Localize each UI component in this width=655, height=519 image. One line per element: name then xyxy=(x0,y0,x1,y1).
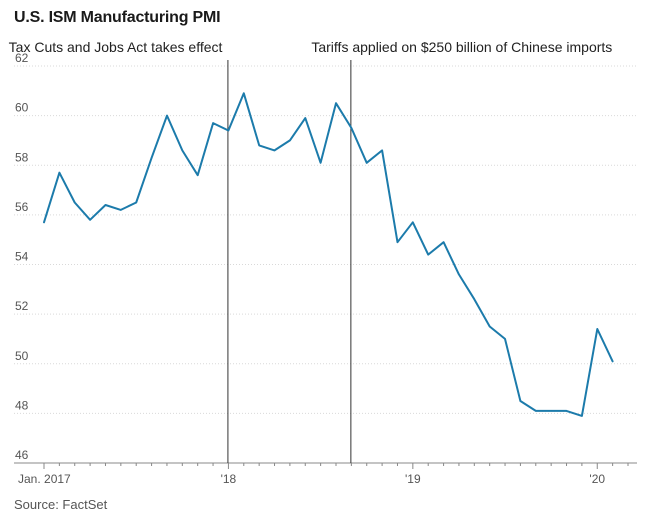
y-tick-label: 56 xyxy=(15,200,29,214)
annotation-label-tax-cuts: Tax Cuts and Jobs Act takes effect xyxy=(9,39,223,55)
y-tick-label: 58 xyxy=(15,150,29,164)
annotation-label-tariffs: Tariffs applied on $250 billion of Chine… xyxy=(311,39,612,55)
y-tick-label: 54 xyxy=(15,250,29,264)
x-tick-label: '19 xyxy=(405,472,421,486)
chart-title: U.S. ISM Manufacturing PMI xyxy=(14,9,221,26)
x-tick-label: '18 xyxy=(221,472,237,486)
chart-source: Source: FactSet xyxy=(14,497,108,512)
y-tick-label: 46 xyxy=(15,448,29,462)
y-tick-label: 48 xyxy=(15,398,29,412)
x-tick-label: Jan. 2017 xyxy=(18,472,71,486)
y-tick-label: 52 xyxy=(15,299,29,313)
y-tick-label: 50 xyxy=(15,349,29,363)
y-tick-label: 62 xyxy=(15,51,29,65)
x-tick-label: '20 xyxy=(589,472,605,486)
y-tick-label: 60 xyxy=(15,101,29,115)
pmi-series-line xyxy=(43,92,614,417)
